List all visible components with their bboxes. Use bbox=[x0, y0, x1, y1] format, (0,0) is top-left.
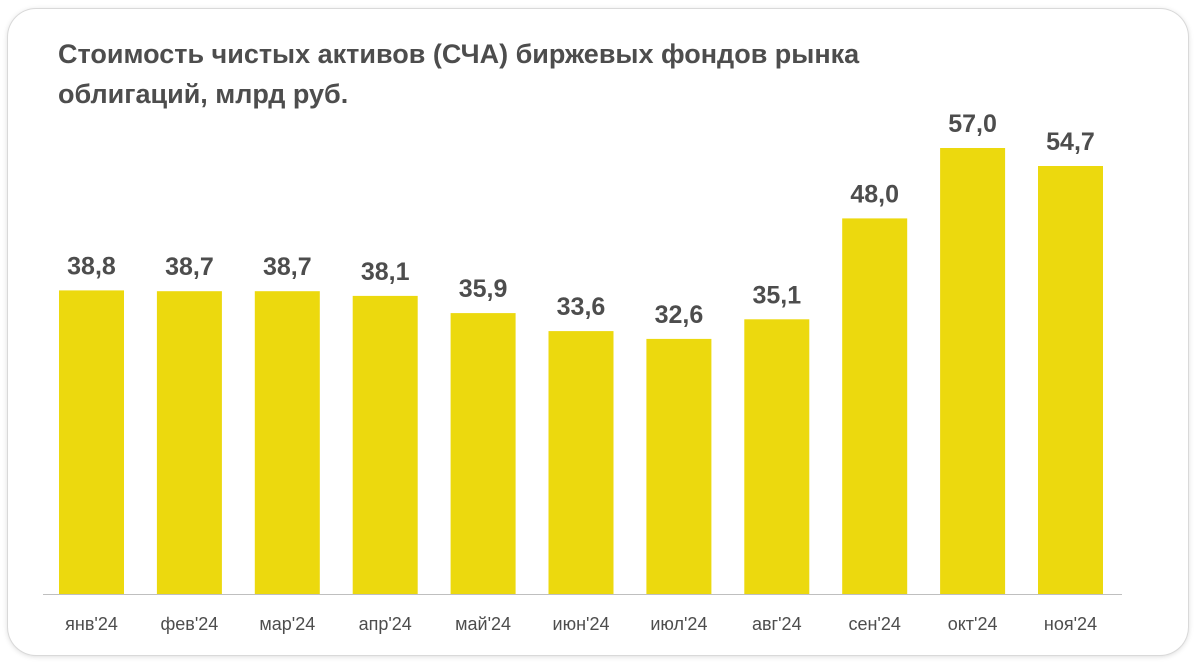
x-tick-label: мар'24 bbox=[259, 614, 315, 634]
x-tick-label: фев'24 bbox=[160, 614, 218, 634]
bar bbox=[59, 290, 124, 594]
x-tick-label: авг'24 bbox=[752, 614, 802, 634]
bar bbox=[744, 319, 810, 594]
bar-value-label: 48,0 bbox=[850, 180, 899, 208]
bar bbox=[646, 338, 712, 594]
bar-value-label: 38,7 bbox=[165, 253, 214, 281]
bar-value-label: 57,0 bbox=[948, 110, 997, 138]
x-tick-label: май'24 bbox=[455, 614, 511, 634]
bar bbox=[842, 218, 908, 594]
bar bbox=[548, 331, 614, 594]
x-tick-label: окт'24 bbox=[948, 614, 998, 634]
x-tick-label: ноя'24 bbox=[1044, 614, 1097, 634]
bar bbox=[450, 313, 516, 594]
bar-value-label: 35,9 bbox=[459, 275, 508, 303]
x-tick-label: сен'24 bbox=[848, 614, 900, 634]
bar bbox=[940, 148, 1006, 594]
x-tick-label: янв'24 bbox=[65, 614, 118, 634]
bar bbox=[352, 295, 418, 594]
x-tick-label: апр'24 bbox=[359, 614, 412, 634]
chart-title: Стоимость чистых активов (СЧА) биржевых … bbox=[58, 39, 860, 109]
bar bbox=[1038, 166, 1103, 594]
x-tick-label: июн'24 bbox=[553, 614, 610, 634]
x-tick-label: июл'24 bbox=[650, 614, 707, 634]
bar-value-label: 38,1 bbox=[361, 258, 410, 286]
bar-value-label: 54,7 bbox=[1046, 128, 1095, 156]
bar-value-label: 33,6 bbox=[557, 293, 606, 321]
bar bbox=[254, 291, 320, 594]
bar bbox=[156, 291, 222, 594]
bar-value-label: 32,6 bbox=[655, 301, 704, 329]
bar-value-label: 38,8 bbox=[67, 252, 116, 280]
bar-value-label: 35,1 bbox=[752, 281, 801, 309]
bar-value-label: 38,7 bbox=[263, 253, 312, 281]
